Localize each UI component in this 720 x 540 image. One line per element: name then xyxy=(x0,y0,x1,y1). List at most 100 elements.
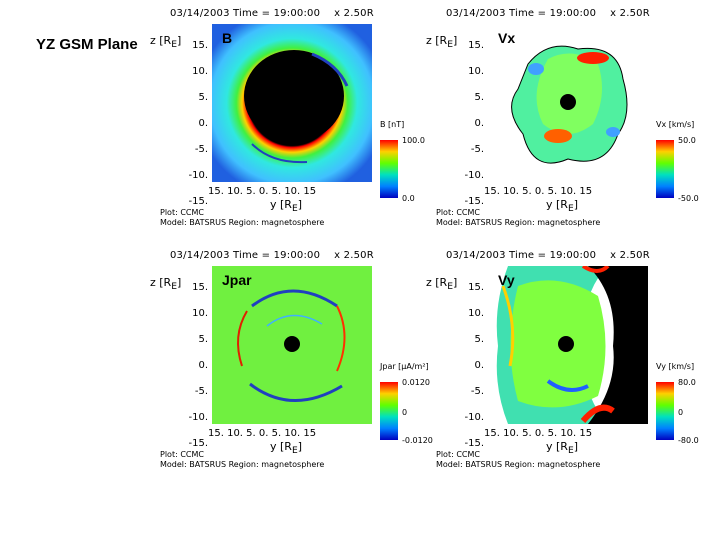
colorbar-max: 50.0 xyxy=(678,136,696,145)
x-axis-label-text: y [R xyxy=(546,198,568,211)
y-tick-label: 0. xyxy=(474,360,484,371)
timestamp: 03/14/2003 Time = 19:00:00 xyxy=(170,8,321,19)
colorbar-max: 100.0 xyxy=(402,136,425,145)
y-tick-label: 0. xyxy=(474,118,484,129)
radius-label: x 2.50R xyxy=(334,8,374,19)
x-ticks: 15. 10. 5. 0. 5. 10. 15 xyxy=(208,186,317,197)
colorbar: B [nT] 100.0 0.0 xyxy=(380,120,440,210)
plot-area xyxy=(488,266,648,424)
variable-label: Vy xyxy=(498,272,515,288)
y-tick-label: 0. xyxy=(198,360,208,371)
y-tick-label: -15. xyxy=(188,438,208,449)
panel-header: 03/14/2003 Time = 19:00:00 x 2.50R xyxy=(170,8,374,19)
y-tick-label: 10. xyxy=(468,308,484,319)
y-tick-label: -10. xyxy=(464,170,484,181)
panel-vy: 03/14/2003 Time = 19:00:00 x 2.50R z [RE]… xyxy=(426,250,708,492)
vy-map xyxy=(488,266,648,424)
colorbar-min: 0.0 xyxy=(402,194,415,203)
y-axis-label-end: ] xyxy=(177,34,182,47)
colorbar-min: -0.0120 xyxy=(402,436,433,445)
colorbar-scale xyxy=(656,382,674,440)
x-axis-label-end: ] xyxy=(573,198,579,211)
vx-map xyxy=(511,45,628,164)
y-axis-label-sub: E xyxy=(447,39,454,51)
footer: Plot: CCMC Model: BATSRUS Region: magneto… xyxy=(436,208,600,228)
y-tick-label: 0. xyxy=(198,118,208,129)
y-tick-label: 5. xyxy=(474,92,484,103)
y-axis-label-end: ] xyxy=(453,34,458,47)
x-axis-label-sub: E xyxy=(567,203,574,215)
colorbar: Jpar [μA/m²] 0.0120 0 -0.0120 xyxy=(380,362,440,452)
panel-header: 03/14/2003 Time = 19:00:00 x 2.50R xyxy=(446,8,650,19)
x-ticks: 15. 10. 5. 0. 5. 10. 15 xyxy=(484,186,593,197)
y-tick-label: 10. xyxy=(192,308,208,319)
x-axis-label-sub: E xyxy=(291,203,298,215)
y-tick-label: -15. xyxy=(188,196,208,207)
footer-line2: Model: BATSRUS Region: magnetosphere xyxy=(436,218,601,227)
colorbar-max: 80.0 xyxy=(678,378,696,387)
x-axis-label-text: y [R xyxy=(270,440,292,453)
y-axis-label: z [RE] xyxy=(426,34,457,50)
x-ticks: 15. 10. 5. 0. 5. 10. 15 xyxy=(484,428,593,439)
x-axis-label-text: y [R xyxy=(270,198,292,211)
footer-line1: Plot: CCMC xyxy=(436,208,480,217)
colorbar-scale xyxy=(380,382,398,440)
x-axis-label-sub: E xyxy=(567,445,574,457)
x-axis-label: y [RE] xyxy=(270,198,302,214)
y-axis-label-text: z [R xyxy=(426,276,448,289)
x-axis-label: y [RE] xyxy=(546,198,578,214)
colorbar-label: Vx [km/s] xyxy=(656,120,695,129)
y-tick-label: 5. xyxy=(198,334,208,345)
x-axis-label-text: y [R xyxy=(546,440,568,453)
panel-header: 03/14/2003 Time = 19:00:00 x 2.50R xyxy=(446,250,650,261)
b-field-map xyxy=(212,24,372,182)
jpar-map xyxy=(212,266,372,424)
y-tick-label: 15. xyxy=(192,40,208,51)
plot-area xyxy=(212,24,372,182)
y-tick-label: 15. xyxy=(192,282,208,293)
footer-line2: Model: BATSRUS Region: magnetosphere xyxy=(436,460,601,469)
x-axis-label: y [RE] xyxy=(546,440,578,456)
y-tick-label: -5. xyxy=(194,386,208,397)
y-tick-label: -5. xyxy=(470,144,484,155)
y-axis-label-end: ] xyxy=(453,276,458,289)
colorbar: Vy [km/s] 80.0 0 -80.0 xyxy=(656,362,716,452)
y-tick-label: 10. xyxy=(192,66,208,77)
y-tick-label: -10. xyxy=(188,412,208,423)
y-axis-label-sub: E xyxy=(171,39,178,51)
y-axis-label-end: ] xyxy=(177,276,182,289)
colorbar-min: -50.0 xyxy=(678,194,699,203)
panel-vx: 03/14/2003 Time = 19:00:00 x 2.50R z [RE]… xyxy=(426,8,708,250)
panel-jpar: 03/14/2003 Time = 19:00:00 x 2.50R z [RE]… xyxy=(150,250,433,492)
radius-label: x 2.50R xyxy=(334,250,374,261)
colorbar-label: B [nT] xyxy=(380,120,405,129)
x-axis-label: y [RE] xyxy=(270,440,302,456)
colorbar-mid: 0 xyxy=(402,408,408,417)
footer-line2: Model: BATSRUS Region: magnetosphere xyxy=(160,460,325,469)
footer: Plot: CCMC Model: BATSRUS Region: magneto… xyxy=(436,450,600,470)
y-axis-label-sub: E xyxy=(171,281,178,293)
footer: Plot: CCMC Model: BATSRUS Region: magneto… xyxy=(160,208,324,228)
x-axis-label-end: ] xyxy=(573,440,579,453)
y-axis-label-sub: E xyxy=(447,281,454,293)
colorbar-min: -80.0 xyxy=(678,436,699,445)
radius-label: x 2.50R xyxy=(610,8,650,19)
x-axis-label-end: ] xyxy=(297,198,303,211)
y-tick-label: -10. xyxy=(464,412,484,423)
colorbar-mid: 0 xyxy=(678,408,684,417)
timestamp: 03/14/2003 Time = 19:00:00 xyxy=(446,250,597,261)
footer-line1: Plot: CCMC xyxy=(436,450,480,459)
colorbar-label: Jpar [μA/m²] xyxy=(380,362,429,371)
footer: Plot: CCMC Model: BATSRUS Region: magneto… xyxy=(160,450,324,470)
panel-header: 03/14/2003 Time = 19:00:00 x 2.50R xyxy=(170,250,374,261)
colorbar-max: 0.0120 xyxy=(402,378,430,387)
radius-label: x 2.50R xyxy=(610,250,650,261)
panel-b: 03/14/2003 Time = 19:00:00 x 2.50R z [RE]… xyxy=(150,8,432,250)
y-tick-label: -15. xyxy=(464,438,484,449)
timestamp: 03/14/2003 Time = 19:00:00 xyxy=(446,8,597,19)
variable-label: Vx xyxy=(498,30,516,46)
footer-line1: Plot: CCMC xyxy=(160,450,204,459)
colorbar: Vx [km/s] 50.0 -50.0 xyxy=(656,120,716,210)
colorbar-scale xyxy=(380,140,398,198)
y-tick-label: 5. xyxy=(198,92,208,103)
